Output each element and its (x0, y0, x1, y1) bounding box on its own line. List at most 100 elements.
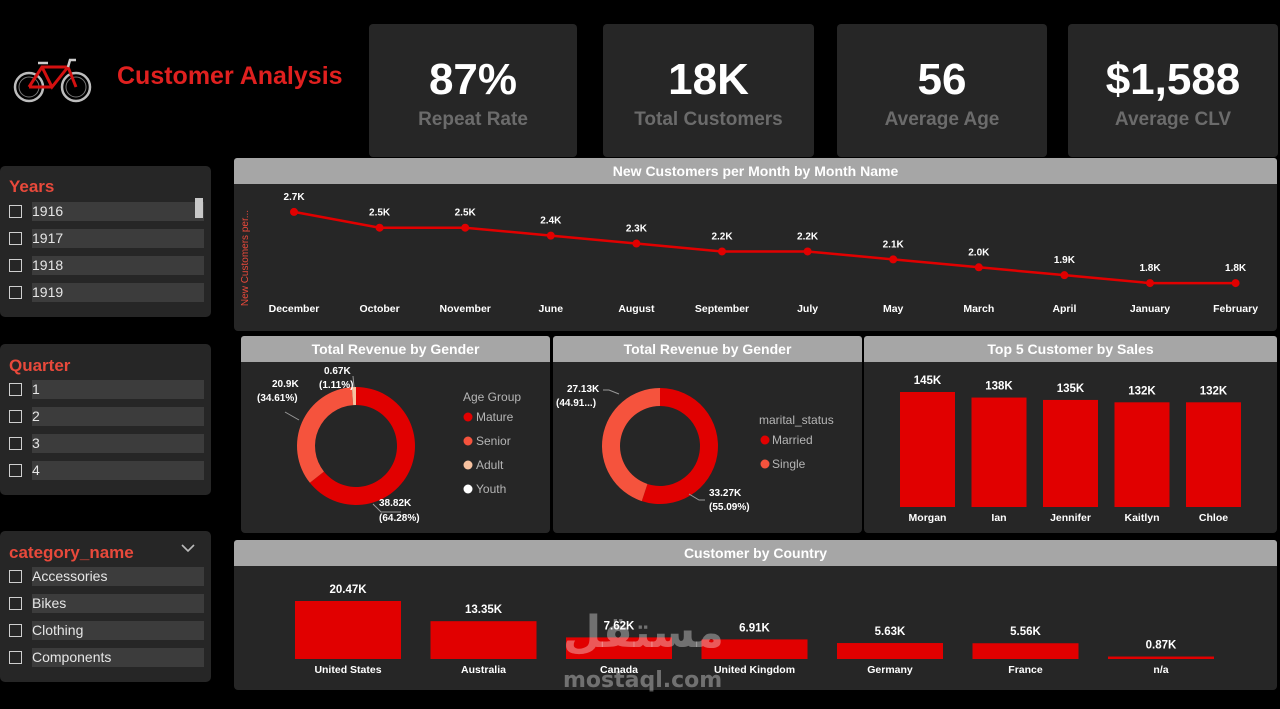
data-label: 2.2K (711, 231, 733, 242)
y-axis-label: New Customers per... (240, 210, 251, 306)
chart-title: New Customers per Month by Month Name (234, 158, 1277, 184)
checkbox[interactable] (9, 232, 22, 245)
data-label: 2.7K (283, 192, 305, 203)
slicer-item-label: Components (32, 649, 112, 665)
donut-marital-panel: Total Revenue by Gender 33.27K (55.09%) 27… (553, 336, 862, 533)
bar-chart-country: 20.47K United States 13.35K Australia 7.62K C… (295, 584, 1214, 676)
donut-slice (309, 387, 415, 505)
slicer-item[interactable]: Components (9, 648, 204, 667)
data-label: 1.8K (1139, 263, 1161, 274)
data-label: (64.28%) (379, 513, 420, 524)
legend-item: Youth (476, 482, 506, 496)
kpi-total-customers: 18K Total Customers (603, 24, 814, 157)
donut-slice (297, 387, 354, 483)
bar (430, 621, 537, 659)
bar (837, 643, 943, 659)
legend-marker (760, 459, 770, 469)
legend-marker (463, 436, 473, 446)
watermark-latin: mostaql.com (563, 668, 723, 693)
slicer-item[interactable]: 4 (9, 461, 204, 480)
chart-title: Customer by Country (234, 540, 1277, 566)
chevron-down-icon[interactable] (180, 541, 196, 555)
legend-title: Age Group (463, 390, 521, 404)
slicer-item-label: 1916 (32, 203, 64, 219)
slicer-item[interactable]: Accessories (9, 567, 204, 586)
checkbox[interactable] (9, 410, 22, 423)
kpi-value: 56 (917, 55, 967, 104)
slicer-item[interactable]: Bikes (9, 594, 204, 613)
checkbox[interactable] (9, 464, 22, 477)
data-label: 33.27K (709, 488, 742, 499)
slicer-title: category_name (9, 543, 134, 562)
slicer-item[interactable]: 1916 (9, 202, 204, 221)
top-customers-panel: Top 5 Customer by Sales 145K Morgan 138K Ia… (864, 336, 1277, 533)
slicer-item-label: 4 (32, 462, 40, 478)
checkbox[interactable] (9, 259, 22, 272)
x-tick-label: n/a (1153, 664, 1168, 676)
x-tick-label: United Kingdom (714, 664, 795, 676)
data-point (803, 247, 812, 256)
donut-slice (351, 387, 356, 406)
x-tick-label: Morgan (909, 512, 947, 524)
data-point (375, 223, 384, 232)
leader-line (284, 411, 300, 421)
legend-item: Adult (476, 458, 504, 472)
checkbox[interactable] (9, 205, 22, 218)
x-tick-label: June (539, 303, 564, 315)
legend-item: Married (772, 433, 813, 447)
scrollbar[interactable] (195, 198, 203, 218)
chart-title: Top 5 Customer by Sales (864, 336, 1277, 362)
slicer-item[interactable]: 1919 (9, 283, 204, 302)
legend-item: Mature (476, 410, 514, 424)
data-label: 0.67K (324, 366, 351, 377)
bar (701, 639, 808, 659)
data-label: (44.91...) (556, 398, 596, 409)
slicer-item[interactable]: Clothing (9, 621, 204, 640)
donut-age-panel: Total Revenue by Gender 38.82K (64.28%) 20… (241, 336, 550, 533)
slicer-item[interactable]: 3 (9, 434, 204, 453)
data-label: 0.87K (1146, 640, 1177, 652)
data-label: (34.61%) (257, 393, 298, 404)
slicer-item[interactable]: 2 (9, 407, 204, 426)
slicer-title: Years (9, 177, 55, 196)
logo (12, 55, 94, 103)
x-tick-label: April (1052, 303, 1076, 315)
x-tick-label: October (359, 303, 399, 315)
data-label: 2.0K (968, 247, 990, 258)
data-label: 38.82K (379, 498, 412, 509)
checkbox[interactable] (9, 383, 22, 396)
x-tick-label: United States (314, 664, 381, 676)
legend-title: marital_status (759, 413, 834, 427)
data-label: 5.63K (875, 626, 906, 638)
data-label: 2.4K (540, 216, 562, 227)
data-label: 5.56K (1010, 626, 1041, 638)
slicer-title: Quarter (9, 356, 71, 375)
slicer-item[interactable]: 1 (9, 380, 204, 399)
slicer-item[interactable]: 1918 (9, 256, 204, 275)
data-point (718, 247, 726, 256)
x-tick-label: Australia (461, 664, 506, 676)
kpi-value: 18K (668, 55, 749, 104)
checkbox[interactable] (9, 570, 22, 583)
bicycle-icon (13, 58, 92, 103)
donut-chart-marital: 33.27K (55.09%) 27.13K (44.91...) marital_st… (556, 384, 834, 513)
slicer-item-label: Clothing (32, 622, 84, 638)
x-tick-label: Germany (867, 664, 913, 676)
data-label: 6.91K (739, 622, 770, 634)
bar (972, 643, 1079, 659)
checkbox[interactable] (9, 286, 22, 299)
legend-marker (463, 484, 473, 494)
kpi-repeat-rate: 87% Repeat Rate (369, 24, 577, 157)
legend-item: Single (772, 457, 806, 471)
bar (1043, 399, 1098, 507)
line-chart: New Customers per... 2.7K December 2.5K Octo… (240, 192, 1258, 315)
slicer-item[interactable]: 1917 (9, 229, 204, 248)
bar (971, 397, 1027, 507)
checkbox[interactable] (9, 651, 22, 664)
data-point (889, 255, 898, 264)
checkbox[interactable] (9, 597, 22, 610)
checkbox[interactable] (9, 437, 22, 450)
slicer-item-label: 1917 (32, 230, 64, 246)
checkbox[interactable] (9, 624, 22, 637)
bar (295, 601, 401, 659)
